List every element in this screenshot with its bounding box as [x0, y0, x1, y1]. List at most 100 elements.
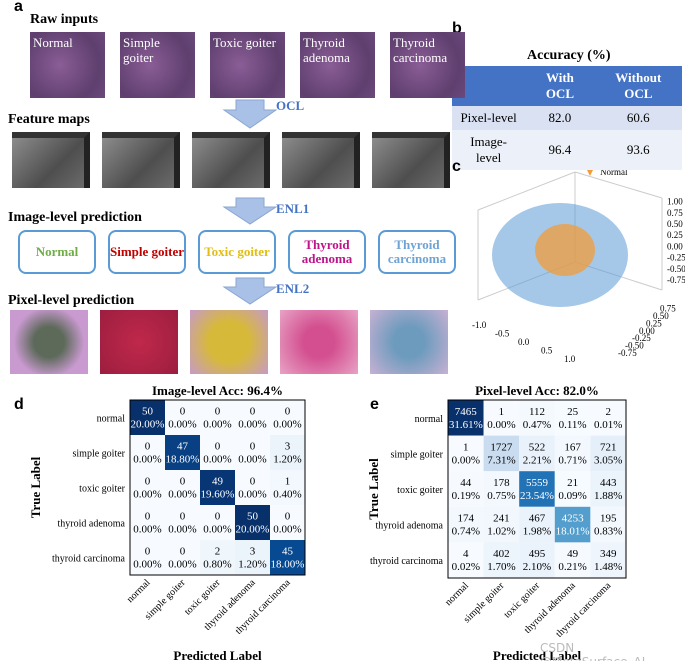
feature-map	[372, 132, 450, 188]
matrix-cell	[200, 505, 235, 540]
cell-percent: 1.98%	[523, 526, 551, 538]
table-cell: 82.0	[525, 106, 595, 130]
matrix-cell	[270, 505, 305, 540]
z-tick-label: 0.50	[667, 219, 683, 229]
cell-count: 721	[600, 441, 617, 453]
matrix-cell	[590, 506, 626, 543]
pixel-prediction	[370, 310, 448, 374]
panel-label: d	[14, 396, 24, 413]
cell-percent: 0.40%	[273, 489, 301, 501]
axis-frame	[477, 171, 576, 211]
z-tick-label: 1.00	[667, 197, 683, 207]
matrix-cell	[130, 505, 165, 540]
watermark: CSDN @MetaSurface_AI_	[540, 641, 651, 661]
matrix-cell	[448, 400, 484, 436]
raw-image: Thyroid adenoma	[300, 32, 375, 98]
cell-count: 0	[285, 406, 291, 418]
matrix-border	[129, 399, 306, 576]
cell-percent: 0.00%	[238, 419, 266, 431]
feature-map	[192, 132, 270, 188]
cell-count: 0	[250, 441, 256, 453]
legend-marker	[587, 170, 593, 176]
cell-percent: 0.83%	[594, 526, 622, 538]
matrix-cell	[483, 506, 520, 543]
z-tick-label: -0.50	[667, 264, 685, 274]
cell-count: 1	[463, 441, 469, 453]
matrix-cell	[483, 400, 520, 436]
cell-percent: 20.00%	[131, 419, 165, 431]
cell-percent: 0.71%	[558, 454, 586, 466]
row-label: thyroid adenoma	[376, 521, 444, 532]
row-label: thyroid carcinoma	[52, 554, 126, 565]
cell-percent: 0.02%	[452, 561, 480, 573]
arrow	[222, 99, 278, 129]
cell-count: 0	[250, 406, 256, 418]
cell-count: 174	[458, 513, 475, 525]
cell-percent: 1.02%	[487, 526, 515, 538]
x-axis-label: Predicted Label	[173, 648, 262, 661]
table-cell: Image-level	[452, 130, 526, 170]
matrix-cell	[130, 540, 165, 575]
y-tick-label: 0.25	[646, 318, 662, 328]
y-tick-label: -0.50	[625, 341, 644, 351]
raw-image: Normal	[30, 32, 105, 98]
raw-image: Thyroid carcinoma	[390, 32, 465, 98]
row-label: toxic goiter	[79, 484, 125, 495]
matrix-cell	[483, 542, 520, 578]
table-cell: 96.4	[525, 130, 595, 170]
matrix-cell	[483, 435, 520, 472]
z-tick-label: 0.00	[667, 241, 683, 251]
cell-percent: 0.75%	[487, 490, 515, 502]
cell-percent: 0.00%	[133, 454, 161, 466]
cell-percent: 7.31%	[487, 454, 515, 466]
cell-percent: 0.00%	[168, 559, 196, 571]
matrix-border	[447, 399, 627, 579]
x-tick-label: -1.0	[472, 320, 487, 330]
cell-percent: 0.00%	[168, 524, 196, 536]
header-cell: Without OCL	[594, 66, 682, 106]
cell-count: 495	[529, 548, 546, 560]
matrix-cell	[130, 470, 165, 505]
cell-percent: 0.00%	[203, 524, 231, 536]
table-cell: 60.6	[594, 106, 682, 130]
y-axis-label: True Label	[366, 458, 381, 520]
cell-percent: 0.47%	[523, 419, 551, 431]
column-label: normal	[443, 580, 471, 608]
cell-count: 1727	[490, 441, 513, 453]
cell-count: 45	[282, 546, 294, 558]
matrix-cell	[448, 471, 484, 507]
panel-label: c	[452, 158, 461, 175]
row-label: toxic goiter	[397, 485, 443, 496]
cell-count: 5559	[526, 477, 549, 489]
normal-cloud	[535, 224, 595, 276]
y-tick-label: 0.75	[660, 304, 676, 314]
cell-percent: 1.88%	[594, 490, 622, 502]
matrix-cell	[270, 540, 305, 575]
matrix-cell	[270, 470, 305, 505]
matrix-cell	[448, 435, 484, 472]
cell-percent: 0.00%	[133, 559, 161, 571]
pixel-prediction	[190, 310, 268, 374]
cell-percent: 0.01%	[594, 419, 622, 431]
pixel-prediction	[10, 310, 88, 374]
matrix-title: Pixel-level Acc: 82.0%	[475, 383, 599, 398]
cell-count: 178	[493, 477, 510, 489]
matrix-cell	[448, 506, 484, 543]
matrix-cell	[519, 400, 555, 436]
x-axis-label: Predicted Label	[493, 648, 582, 661]
matrix-cell	[165, 435, 200, 470]
panel-label: b	[452, 20, 462, 37]
cell-count: 49	[567, 548, 579, 560]
prediction-box: Thyroid carcinoma	[378, 230, 456, 274]
z-tick-label: 0.75	[667, 208, 683, 218]
table-cell: Pixel-level	[452, 106, 526, 130]
cell-count: 0	[145, 511, 151, 523]
cell-percent: 2.21%	[523, 454, 551, 466]
z-tick-label: 0.25	[667, 230, 683, 240]
x-tick-label: -0.5	[495, 329, 510, 339]
row-label: thyroid carcinoma	[370, 556, 444, 567]
matrix-cell	[200, 540, 235, 575]
cell-percent: 18.80%	[166, 454, 200, 466]
cell-percent: 19.60%	[201, 489, 235, 501]
prediction-box: Simple goiter	[108, 230, 186, 274]
